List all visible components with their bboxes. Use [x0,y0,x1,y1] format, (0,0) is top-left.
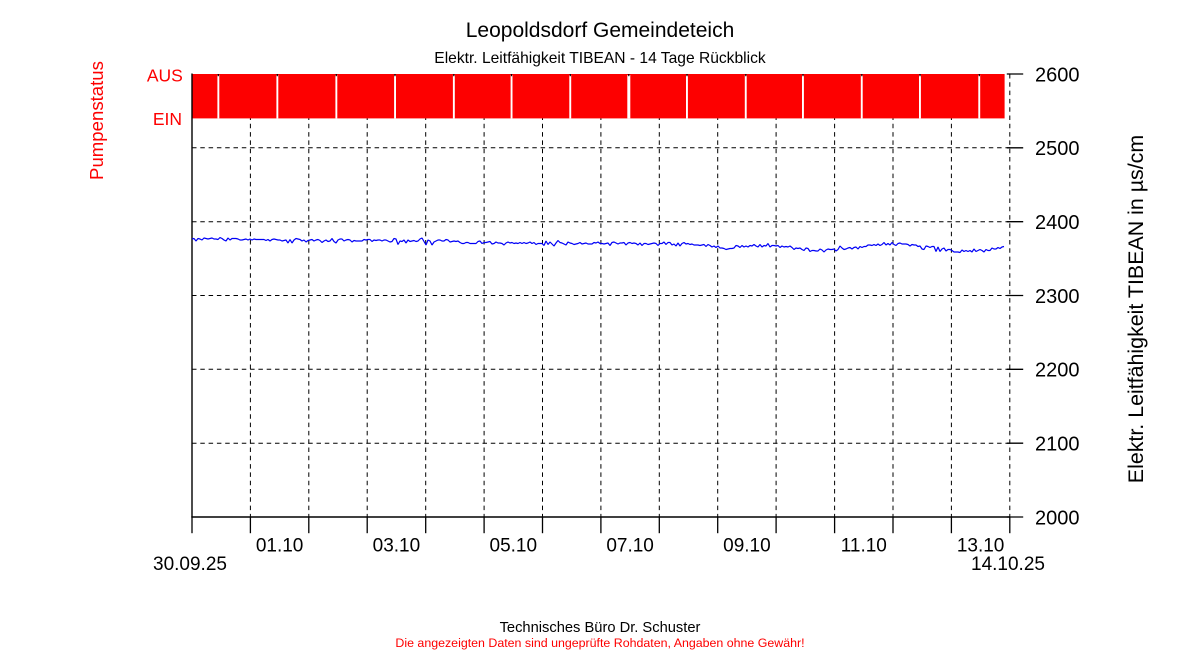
svg-text:Leopoldsdorf Gemeindeteich: Leopoldsdorf Gemeindeteich [466,19,735,42]
svg-text:Elektr. Leitfähigkeit TIBEAN i: Elektr. Leitfähigkeit TIBEAN in µs/cm [1124,135,1148,483]
svg-text:2100: 2100 [1035,434,1080,456]
svg-text:2400: 2400 [1035,212,1080,234]
svg-text:2500: 2500 [1035,138,1080,160]
svg-text:30.09.25: 30.09.25 [153,554,227,575]
svg-text:2600: 2600 [1035,64,1080,86]
svg-text:AUS: AUS [147,66,183,86]
svg-text:Die angezeigten Daten sind ung: Die angezeigten Daten sind ungeprüfte Ro… [395,636,804,650]
svg-text:09.10: 09.10 [723,536,771,557]
svg-text:Technisches Büro Dr. Schuster: Technisches Büro Dr. Schuster [500,620,701,636]
svg-text:07.10: 07.10 [606,536,654,557]
svg-text:14.10.25: 14.10.25 [971,554,1045,575]
svg-text:05.10: 05.10 [490,536,538,557]
svg-text:2200: 2200 [1035,360,1080,382]
svg-text:01.10: 01.10 [256,536,304,557]
svg-text:11.10: 11.10 [841,536,887,557]
svg-text:Elektr. Leitfähigkeit TIBEAN -: Elektr. Leitfähigkeit TIBEAN - 14 Tage R… [434,50,766,67]
svg-text:Pumpenstatus: Pumpenstatus [86,61,107,180]
svg-text:2300: 2300 [1035,286,1080,308]
svg-text:13.10: 13.10 [957,536,1005,557]
svg-text:03.10: 03.10 [373,536,421,557]
svg-text:2000: 2000 [1035,507,1080,529]
svg-text:EIN: EIN [153,109,182,129]
